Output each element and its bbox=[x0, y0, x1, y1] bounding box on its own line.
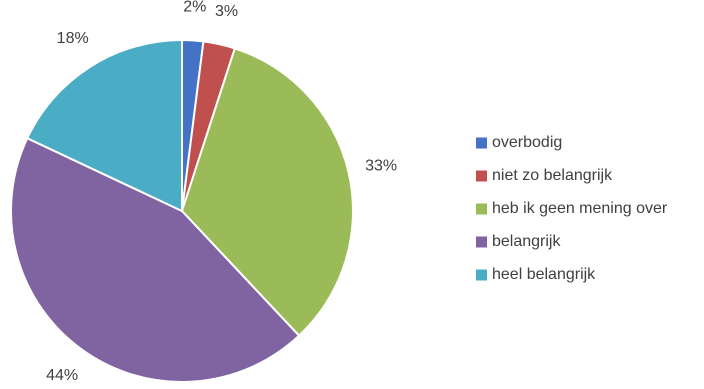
legend-swatch bbox=[476, 269, 487, 281]
pie-slice-heb-ik-geen-mening-over bbox=[181, 47, 354, 337]
legend-swatch bbox=[476, 137, 487, 149]
legend: overbodig niet zo belangrijk heb ik geen m… bbox=[476, 134, 668, 283]
pie-label-heel-belangrijk: 18% bbox=[57, 30, 89, 47]
pie-slice-belangrijk bbox=[9, 137, 301, 384]
legend-item-overbodig: overbodig bbox=[476, 134, 562, 151]
legend-item-niet-zo-belangrijk: niet zo belangrijk bbox=[476, 167, 613, 184]
legend-label: niet zo belangrijk bbox=[492, 167, 613, 184]
pie-value-labels: 2% 3% 33% 44% 18% bbox=[46, 0, 397, 384]
legend-item-belangrijk: belangrijk bbox=[476, 233, 561, 250]
legend-swatch bbox=[476, 203, 487, 215]
legend-item-heel-belangrijk: heel belangrijk bbox=[476, 266, 596, 283]
legend-swatch bbox=[476, 170, 487, 182]
pie-label-belangrijk: 44% bbox=[46, 367, 78, 384]
legend-label: heel belangrijk bbox=[492, 266, 596, 283]
legend-label: heb ik geen mening over bbox=[492, 200, 668, 217]
pie-slice-heel-belangrijk bbox=[26, 39, 183, 212]
legend-swatch bbox=[476, 236, 487, 248]
legend-item-heb-ik-geen-mening-over: heb ik geen mening over bbox=[476, 200, 668, 217]
legend-label: overbodig bbox=[492, 134, 562, 151]
legend-label: belangrijk bbox=[492, 233, 561, 250]
pie-slices bbox=[9, 39, 354, 384]
pie-label-niet-zo-belangrijk: 3% bbox=[215, 3, 238, 20]
pie-label-overbodig: 2% bbox=[183, 0, 206, 16]
pie-label-heb-ik-geen-mening-over: 33% bbox=[365, 158, 397, 175]
